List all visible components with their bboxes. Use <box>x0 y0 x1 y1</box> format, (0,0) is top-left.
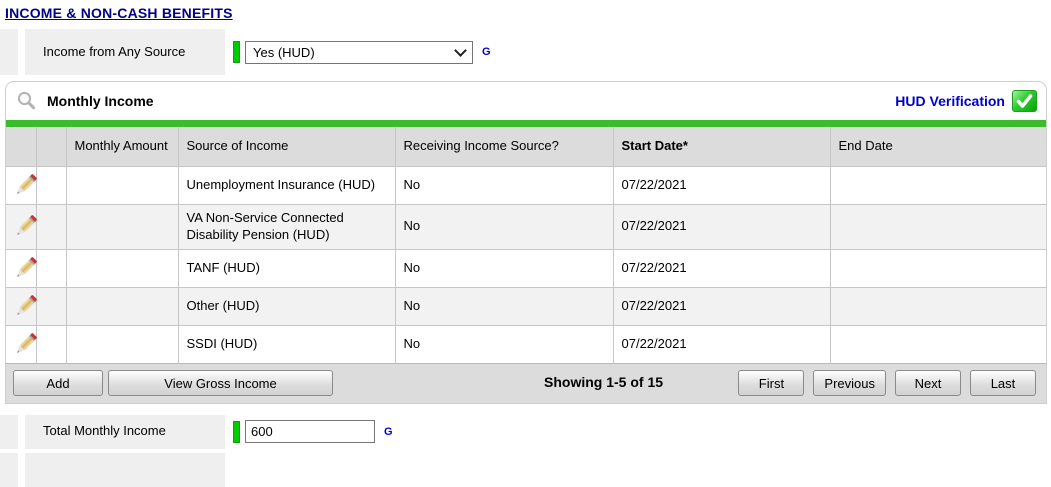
edit-pencil-button[interactable] <box>6 166 37 205</box>
row-blank-cell <box>35 248 66 288</box>
monthly-income-table: Monthly Amount Source of Income Receiving … <box>6 127 1046 363</box>
pencil-icon <box>17 294 37 315</box>
previous-button[interactable]: Previous <box>813 370 886 397</box>
total-monthly-income-row: Total Monthly Income G <box>0 414 1051 449</box>
cell-monthly-amount <box>65 248 178 288</box>
cell-end-date <box>829 248 1046 288</box>
cell-start-date: 07/22/2021 <box>612 248 830 288</box>
cell-receiving-income-source: No <box>394 286 613 326</box>
cell-end-date <box>829 286 1046 326</box>
chevron-down-icon <box>454 44 467 57</box>
next-field-row-partial <box>0 452 1051 487</box>
edit-pencil-button[interactable] <box>6 248 37 288</box>
total-monthly-income-input[interactable] <box>245 420 375 444</box>
g-lookup-link[interactable]: G <box>482 46 491 58</box>
table-footer-bar: Add View Gross Income Showing 1-5 of 15 … <box>6 362 1046 403</box>
cell-receiving-income-source: No <box>394 324 613 363</box>
green-check-icon[interactable] <box>1012 90 1037 112</box>
required-marker: * <box>682 138 688 154</box>
edit-pencil-button[interactable] <box>6 324 37 363</box>
table-header-row: Monthly Amount Source of Income Receiving … <box>6 127 1046 167</box>
income-from-any-source-row: Income from Any Source Yes (HUD) G <box>0 29 1051 75</box>
table-row: VA Non-Service Connected Disability Pens… <box>6 204 1046 250</box>
monthly-income-panel-header: Monthly Income HUD Verification <box>6 82 1046 120</box>
column-header-monthly-amount: Monthly Amount <box>65 127 178 167</box>
income-benefits-heading[interactable]: INCOME & NON-CASH BENEFITS <box>5 5 233 21</box>
income-from-any-source-label: Income from Any Source <box>25 29 225 75</box>
row-blank-cell <box>35 324 66 363</box>
income-table-body: Unemployment Insurance (HUD) No 07/22/2021… <box>6 166 1046 363</box>
row-corner-cell <box>0 452 18 487</box>
row-blank-cell <box>35 204 66 250</box>
cell-monthly-amount <box>65 204 178 250</box>
column-header-start-date: Start Date* <box>612 127 830 167</box>
pencil-icon <box>17 174 37 194</box>
table-row: SSDI (HUD) No 07/22/2021 <box>6 324 1046 363</box>
pencil-icon <box>17 256 37 277</box>
next-field-label <box>25 452 225 487</box>
cell-end-date <box>829 204 1046 250</box>
first-button[interactable]: First <box>738 370 805 397</box>
cell-end-date <box>829 324 1046 363</box>
row-blank-cell <box>35 286 66 326</box>
cell-receiving-income-source: No <box>394 204 613 250</box>
cell-start-date: 07/22/2021 <box>612 166 830 205</box>
column-header-end-date: End Date <box>829 127 1046 167</box>
edit-pencil-button[interactable] <box>6 204 37 250</box>
cell-source-of-income: Unemployment Insurance (HUD) <box>177 166 395 205</box>
g-lookup-link[interactable]: G <box>384 425 393 438</box>
cell-source-of-income: SSDI (HUD) <box>177 324 395 363</box>
cell-monthly-amount <box>65 286 178 326</box>
green-divider-bar <box>6 120 1046 127</box>
edit-pencil-button[interactable] <box>6 286 37 326</box>
row-corner-cell <box>0 414 18 449</box>
pagination: First Previous Next Last <box>738 370 1036 397</box>
cell-receiving-income-source: No <box>394 248 613 288</box>
column-header-source-of-income: Source of Income <box>177 127 395 167</box>
cell-monthly-amount <box>65 324 178 363</box>
pencil-icon <box>17 215 37 236</box>
hud-verification-link[interactable]: HUD Verification <box>895 93 1005 109</box>
cell-monthly-amount <box>65 166 178 205</box>
total-monthly-income-label: Total Monthly Income <box>25 414 225 449</box>
next-button[interactable]: Next <box>895 370 961 397</box>
cell-source-of-income: VA Non-Service Connected Disability Pens… <box>177 204 395 250</box>
table-row: TANF (HUD) No 07/22/2021 <box>6 248 1046 288</box>
cell-source-of-income: TANF (HUD) <box>177 248 395 288</box>
cell-start-date: 07/22/2021 <box>612 324 830 363</box>
panel-title: Monthly Income <box>47 93 154 109</box>
cell-start-date: 07/22/2021 <box>612 286 830 326</box>
selected-option-label: Yes (HUD) <box>253 44 315 60</box>
row-blank-cell <box>35 166 66 205</box>
row-corner-cell <box>0 29 18 75</box>
cell-receiving-income-source: No <box>394 166 613 205</box>
last-button[interactable]: Last <box>970 370 1036 397</box>
column-header-receiving-income-source-: Receiving Income Source? <box>394 127 613 167</box>
required-green-bar <box>233 41 240 63</box>
income-from-any-source-select[interactable]: Yes (HUD) <box>245 40 473 64</box>
column-header-blank <box>35 127 66 167</box>
cell-end-date <box>829 166 1046 205</box>
magnifier-icon <box>17 91 36 109</box>
pencil-icon <box>17 332 37 353</box>
table-row: Unemployment Insurance (HUD) No 07/22/2021 <box>6 166 1046 205</box>
view-gross-income-button[interactable]: View Gross Income <box>108 370 333 397</box>
column-header-blank <box>6 127 36 167</box>
table-row: Other (HUD) No 07/22/2021 <box>6 286 1046 326</box>
required-green-bar <box>233 420 240 443</box>
cell-start-date: 07/22/2021 <box>612 204 830 250</box>
add-button[interactable]: Add <box>13 370 103 397</box>
monthly-income-panel: Monthly Income HUD Verification Monthly … <box>5 81 1047 404</box>
showing-count-text: Showing 1-5 of 15 <box>544 373 664 390</box>
cell-source-of-income: Other (HUD) <box>177 286 395 326</box>
